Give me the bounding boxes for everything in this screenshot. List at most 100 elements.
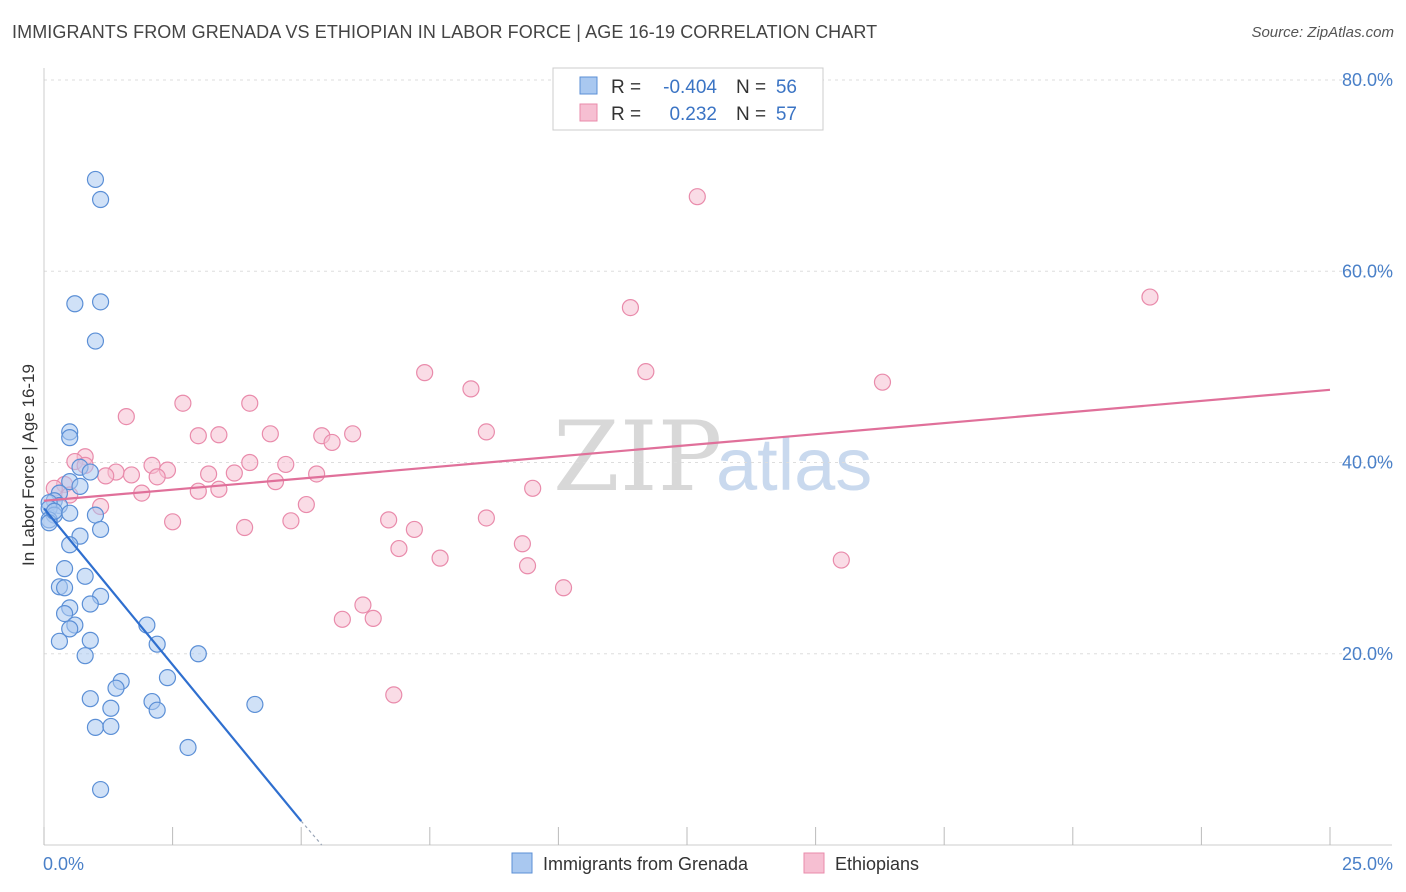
point-grenada-43: [107, 679, 125, 697]
point-grenada-41: [158, 669, 177, 687]
point-ethiopians-13: [261, 425, 279, 443]
x-tick-label-min: 0.0%: [43, 854, 84, 874]
stats-n-value-ethiopians: 57: [776, 104, 797, 125]
legend-label-grenada: Immigrants from Grenada: [543, 854, 749, 874]
point-ethiopians-39: [297, 495, 315, 514]
watermark-zip: ZIP: [553, 401, 722, 513]
point-ethiopians-11: [189, 427, 207, 445]
point-grenada-31: [55, 604, 74, 623]
point-grenada-6: [61, 429, 79, 447]
point-grenada-37: [50, 632, 69, 650]
point-ethiopians-46: [405, 520, 423, 539]
stats-box: R = -0.404 N = 56 R = 0.232 N = 57: [552, 67, 824, 131]
axes: [43, 68, 1392, 846]
point-ethiopians-41: [164, 513, 182, 531]
point-ethiopians-1: [1141, 288, 1159, 306]
trend-line-ethiopians: [43, 388, 1331, 502]
gridlines: [44, 79, 1392, 655]
point-ethiopians-5: [873, 373, 892, 391]
stats-r-label-ethiopians: R =: [611, 104, 641, 125]
point-grenada-50: [102, 717, 120, 736]
legend: Immigrants from Grenada Ethiopians: [511, 852, 919, 874]
point-grenada-44: [81, 690, 99, 708]
point-grenada-39: [76, 647, 94, 665]
point-ethiopians-54: [333, 610, 351, 628]
point-ethiopians-35: [189, 482, 207, 500]
x-tick-label-max: 25.0%: [1342, 854, 1393, 874]
point-ethiopians-4: [416, 364, 434, 382]
point-ethiopians-2: [621, 298, 640, 317]
trend-line-grenada-extension: [300, 820, 323, 846]
source-credit: Source: ZipAtlas.com: [1251, 24, 1394, 41]
stats-box-frame: [552, 67, 824, 131]
y-tick-label-60: 60.0%: [1342, 261, 1393, 281]
point-ethiopians-21: [241, 453, 259, 472]
point-grenada-52: [91, 780, 110, 799]
stats-n-value-grenada: 56: [776, 77, 797, 98]
point-ethiopians-53: [354, 596, 372, 614]
point-ethiopians-3: [637, 363, 655, 381]
point-ethiopians-15: [344, 425, 362, 443]
y-tick-label-40: 40.0%: [1342, 453, 1393, 473]
point-ethiopians-51: [518, 557, 537, 575]
point-ethiopians-12: [210, 426, 228, 444]
point-ethiopians-25: [200, 465, 218, 483]
point-ethiopians-44: [477, 509, 495, 527]
stats-n-label-grenada: N =: [736, 77, 766, 98]
point-ethiopians-26: [225, 464, 243, 482]
point-ethiopians-8: [241, 394, 259, 412]
point-ethiopians-29: [97, 467, 115, 485]
legend-label-ethiopians: Ethiopians: [835, 854, 919, 874]
point-ethiopians-50: [832, 551, 850, 569]
chart-title: IMMIGRANTS FROM GRENADA VS ETHIOPIAN IN …: [12, 22, 878, 42]
point-grenada-46: [246, 695, 264, 714]
point-ethiopians-37: [524, 479, 542, 497]
stats-r-label-grenada: R =: [611, 77, 641, 98]
point-ethiopians-27: [308, 465, 326, 483]
point-ethiopians-48: [390, 539, 408, 558]
point-grenada-20: [61, 504, 79, 522]
point-grenada-28: [55, 579, 74, 597]
point-ethiopians-47: [513, 535, 531, 553]
point-ethiopians-55: [364, 609, 382, 627]
point-grenada-47: [102, 699, 120, 717]
point-grenada-3: [91, 293, 110, 311]
point-ethiopians-52: [554, 579, 573, 597]
legend-swatch-grenada: [511, 852, 533, 874]
point-grenada-36: [81, 631, 99, 649]
point-grenada-4: [86, 332, 105, 350]
point-grenada-0: [86, 170, 105, 189]
point-ethiopians-36: [210, 480, 228, 498]
point-ethiopians-22: [277, 455, 295, 474]
point-ethiopians-45: [236, 518, 254, 537]
point-ethiopians-7: [174, 394, 192, 412]
point-grenada-1: [91, 190, 110, 209]
point-ethiopians-56: [385, 686, 403, 704]
point-grenada-48: [148, 701, 166, 719]
point-grenada-32: [81, 595, 99, 613]
legend-swatch-ethiopians: [803, 852, 825, 874]
point-grenada-22: [91, 520, 110, 539]
point-ethiopians-49: [431, 549, 449, 567]
point-grenada-10: [71, 477, 89, 496]
point-ethiopians-9: [117, 408, 135, 426]
point-grenada-21: [86, 506, 105, 524]
stats-swatch-ethiopians: [579, 103, 598, 122]
y-axis-label: In Labor Force | Age 16-19: [19, 364, 38, 566]
point-ethiopians-10: [477, 423, 495, 441]
point-ethiopians-43: [380, 511, 398, 529]
point-grenada-25: [55, 560, 74, 578]
y-tick-label-20: 20.0%: [1342, 644, 1393, 664]
y-tick-label-80: 80.0%: [1342, 70, 1393, 90]
stats-r-value-grenada: -0.404: [663, 77, 717, 98]
point-grenada-19: [45, 502, 63, 520]
stats-n-label-ethiopians: N =: [736, 104, 766, 125]
trend-line-grenada: [43, 507, 303, 822]
tick-labels: 20.0% 40.0% 60.0% 80.0% 0.0% 25.0%: [43, 70, 1393, 874]
point-grenada-24: [61, 536, 79, 554]
point-ethiopians-30: [148, 468, 166, 486]
point-ethiopians-42: [282, 512, 300, 530]
point-ethiopians-28: [122, 466, 141, 484]
point-grenada-51: [179, 738, 197, 757]
